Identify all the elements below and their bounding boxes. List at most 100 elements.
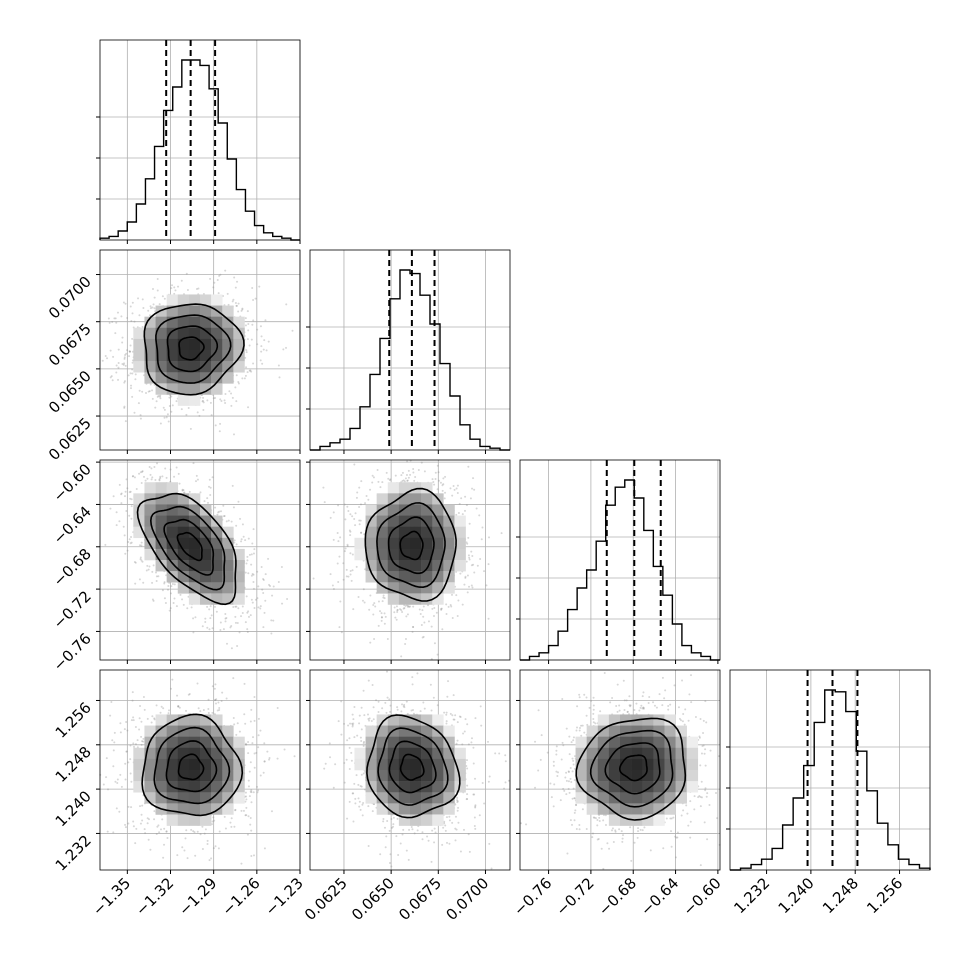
sample-point (145, 569, 148, 572)
sample-point (455, 487, 458, 490)
sample-point (260, 345, 263, 348)
sample-point (361, 599, 364, 602)
sample-point (175, 400, 178, 403)
sample-point (177, 472, 180, 475)
sample-point (183, 491, 186, 494)
sample-point (322, 486, 325, 489)
sample-point (237, 382, 240, 385)
sample-point (218, 830, 221, 833)
sample-point (153, 718, 156, 721)
sample-point (404, 642, 407, 645)
density-cell (177, 394, 190, 406)
sample-point (130, 505, 133, 508)
sample-point (332, 538, 335, 541)
sample-point (213, 819, 216, 822)
sample-point (258, 285, 261, 288)
sample-point (208, 859, 211, 862)
sample-point (109, 376, 112, 379)
sample-point (203, 832, 206, 835)
sample-point (141, 390, 144, 393)
sample-point (371, 481, 374, 484)
sample-point (432, 480, 435, 483)
sample-point (374, 605, 377, 608)
sample-point (476, 564, 479, 567)
sample-point (404, 477, 407, 480)
sample-point (252, 298, 255, 301)
density-cell (354, 537, 366, 550)
sample-point (151, 476, 154, 479)
sample-point (127, 541, 130, 544)
sample-point (414, 475, 417, 478)
sample-point (163, 416, 166, 419)
sample-point (201, 825, 204, 828)
sample-point (116, 311, 119, 314)
sample-point (118, 520, 121, 523)
sample-point (451, 616, 454, 619)
sample-point (123, 356, 126, 359)
sample-point (265, 349, 268, 352)
sample-point (138, 472, 141, 475)
sample-point (110, 375, 113, 378)
sample-point (240, 809, 243, 812)
sample-point (159, 422, 162, 425)
sample-point (224, 620, 227, 623)
sample-point (139, 556, 142, 559)
sample-point (245, 595, 248, 598)
sample-point (125, 720, 128, 723)
sample-point (347, 509, 350, 512)
sample-point (465, 504, 468, 507)
sample-point (124, 490, 127, 493)
sample-point (124, 552, 127, 555)
sample-point (141, 804, 144, 807)
sample-point (134, 373, 137, 376)
sample-point (481, 526, 484, 529)
sample-point (219, 273, 222, 276)
sample-point (256, 328, 259, 331)
sample-point (246, 371, 249, 374)
sample-point (246, 833, 249, 836)
sample-point (251, 542, 254, 545)
density-cell (133, 361, 145, 373)
sample-point (131, 395, 134, 398)
sample-point (126, 549, 129, 552)
sample-point (339, 536, 342, 539)
sample-point (194, 854, 197, 857)
sample-point (116, 781, 119, 784)
sample-point (128, 538, 131, 541)
sample-point (105, 757, 108, 760)
sample-point (251, 287, 254, 290)
sample-point (170, 287, 173, 290)
sample-point (380, 619, 383, 622)
sample-point (359, 519, 362, 522)
sample-point (394, 474, 397, 477)
sample-point (382, 596, 385, 599)
sample-point (187, 407, 190, 410)
sample-point (204, 617, 207, 620)
sample-point (386, 637, 389, 640)
sample-point (196, 478, 199, 481)
sample-point (227, 303, 230, 306)
sample-point (261, 588, 264, 591)
sample-point (247, 323, 250, 326)
sample-point (124, 778, 127, 781)
histogram-panel-2 (516, 459, 721, 664)
sample-point (107, 788, 110, 791)
histogram-steps (310, 269, 510, 451)
sample-point (409, 473, 412, 476)
sample-point (256, 597, 259, 600)
sample-point (343, 550, 346, 553)
sample-point (434, 471, 437, 474)
sample-point (406, 479, 409, 482)
sample-point (181, 489, 184, 492)
sample-point (123, 534, 126, 537)
sample-point (226, 292, 229, 295)
sample-point (488, 536, 491, 539)
sample-point (422, 635, 425, 638)
sample-point (254, 297, 257, 300)
scatter-panel-1-0 (96, 249, 301, 454)
sample-point (464, 576, 467, 579)
sample-point (347, 575, 350, 578)
sample-point (230, 392, 233, 395)
sample-point (379, 610, 382, 613)
sample-point (281, 602, 284, 605)
